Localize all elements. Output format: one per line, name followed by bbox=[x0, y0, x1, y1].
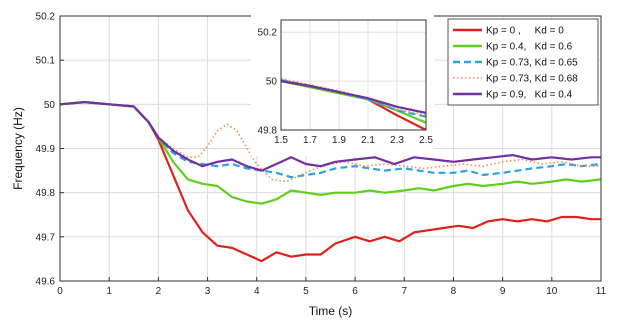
x-axis-label: Time (s) bbox=[309, 304, 353, 318]
inset-x-tick-label: 1.7 bbox=[303, 135, 317, 146]
y-tick-label: 50 bbox=[44, 100, 56, 111]
y-tick-label: 49.8 bbox=[36, 188, 56, 199]
x-tick-label: 3 bbox=[205, 286, 211, 297]
x-tick-label: 8 bbox=[451, 286, 457, 297]
series-line-5 bbox=[60, 101, 601, 172]
inset-y-tick-label: 50.2 bbox=[258, 28, 278, 39]
inset-series-line-5 bbox=[281, 80, 426, 114]
x-tick-label: 1 bbox=[106, 286, 112, 297]
inset-x-tick-label: 1.9 bbox=[332, 135, 346, 146]
x-tick-label: 4 bbox=[254, 286, 260, 297]
inset-series-line-4 bbox=[281, 77, 426, 117]
series-line-1 bbox=[60, 101, 601, 263]
series-line-2 bbox=[60, 101, 601, 205]
x-tick-label: 5 bbox=[303, 286, 309, 297]
legend-box bbox=[447, 18, 599, 106]
inset-x-tick-label: 2.5 bbox=[419, 135, 433, 146]
inset-x-tick-label: 1.5 bbox=[274, 135, 288, 146]
x-tick-label: 11 bbox=[596, 286, 607, 297]
y-tick-label: 50.1 bbox=[36, 56, 56, 67]
legend: Kp = 0 , Kd = 0 Kp = 0.4, Kd = 0.6 Kp = 0.… bbox=[447, 18, 599, 106]
y-tick-label: 50.2 bbox=[36, 12, 56, 23]
zoom-inset: 1.5 1.7 1.9 2.1 2.3 2.5 49.8 50 50.2 bbox=[251, 12, 434, 156]
y-tick-labels: 49.6 49.7 49.8 49.9 50 50.1 50.2 bbox=[36, 12, 56, 288]
legend-label-5: Kp = 0.9, Kd = 0.4 bbox=[486, 90, 573, 101]
y-tick-label: 49.9 bbox=[36, 144, 56, 155]
y-tick-label: 49.6 bbox=[36, 277, 56, 288]
y-tick-label: 49.7 bbox=[36, 232, 56, 243]
legend-label-4: Kp = 0.73, Kd = 0.68 bbox=[486, 74, 578, 85]
inset-x-tick-label: 2.3 bbox=[390, 135, 404, 146]
x-tick-labels: 0 1 2 3 4 5 6 7 8 9 10 11 bbox=[57, 286, 606, 297]
main-series-lines bbox=[60, 101, 601, 263]
legend-label-1: Kp = 0 , Kd = 0 bbox=[486, 26, 564, 37]
inset-y-tick-label: 50 bbox=[266, 77, 278, 88]
x-tick-label: 9 bbox=[500, 286, 506, 297]
legend-label-2: Kp = 0.4, Kd = 0.6 bbox=[486, 42, 573, 53]
x-tick-label: 7 bbox=[401, 286, 407, 297]
legend-label-3: Kp = 0.73, Kd = 0.65 bbox=[486, 58, 578, 69]
x-tick-label: 10 bbox=[546, 286, 558, 297]
x-tick-label: 6 bbox=[352, 286, 358, 297]
inset-y-tick-label: 49.8 bbox=[258, 126, 278, 137]
y-axis-label: Frequency (Hz) bbox=[11, 107, 25, 190]
inset-x-tick-label: 2.1 bbox=[361, 135, 375, 146]
x-tick-label: 0 bbox=[57, 286, 63, 297]
inset-frame bbox=[280, 19, 427, 131]
inset-series-lines bbox=[281, 77, 426, 130]
x-tick-label: 2 bbox=[156, 286, 162, 297]
